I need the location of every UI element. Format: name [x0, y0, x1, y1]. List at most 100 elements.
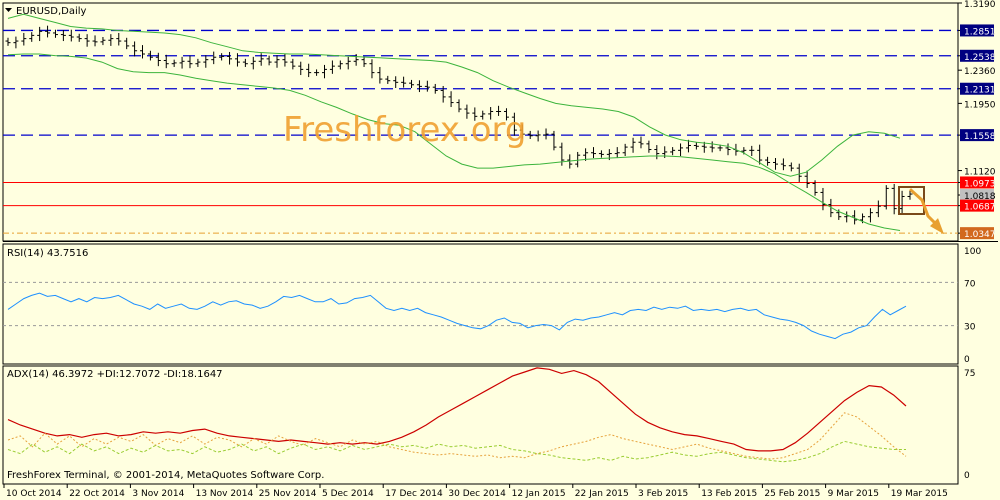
rsi-panel-frame — [2, 243, 959, 365]
price-label-text: 1.0973 — [964, 179, 996, 189]
price-label-box — [960, 227, 994, 240]
price-candle — [899, 190, 905, 214]
price-candle — [329, 60, 335, 74]
price-axis-label: 1.1950 — [964, 100, 996, 110]
price-candle — [401, 76, 407, 88]
plus-di-line — [7, 412, 907, 460]
time-axis-label: 25 Feb 2015 — [764, 489, 820, 499]
price-candle — [480, 110, 486, 120]
price-candle — [804, 170, 810, 188]
price-candle — [274, 55, 280, 68]
price-candle — [709, 141, 715, 153]
chart-menu-icon[interactable] — [5, 8, 12, 12]
price-label-text: 1.0818 — [964, 192, 996, 202]
price-candle — [337, 60, 343, 70]
price-candle — [116, 32, 122, 46]
price-candle — [456, 99, 462, 113]
price-candle — [701, 141, 707, 153]
price-candle — [614, 147, 620, 159]
time-axis-label: 13 Nov 2014 — [196, 489, 254, 499]
price-candle — [179, 56, 185, 69]
price-candle — [29, 32, 35, 42]
rsi-panel: 100 70 30 0 RSI(14) 43.7516 — [2, 243, 981, 365]
price-candle — [440, 85, 446, 103]
price-candle — [45, 25, 51, 38]
adx-title: ADX(14) 46.3972 +DI:12.7072 -DI:18.1647 — [7, 369, 223, 380]
adx-line — [7, 367, 907, 452]
band-upper-line — [7, 13, 901, 177]
price-candle — [361, 56, 367, 67]
price-candle — [345, 56, 351, 70]
price-label-text: 1.0347 — [964, 230, 996, 240]
rsi-axis-label: 30 — [964, 323, 976, 333]
price-candle — [543, 128, 549, 140]
price-candle — [780, 158, 786, 171]
projection-arrow-head — [930, 218, 944, 235]
price-candle — [598, 150, 604, 158]
price-candle — [875, 200, 881, 218]
price-axis-label: 1.2360 — [964, 67, 996, 77]
price-candle — [203, 55, 209, 68]
price-candle — [630, 137, 636, 153]
price-candle — [219, 53, 225, 61]
price-candle — [891, 183, 897, 215]
price-candle — [757, 144, 763, 165]
price-candle — [725, 143, 731, 156]
time-axis-label: 19 Mar 2015 — [891, 489, 948, 499]
time-axis-label: 3 Feb 2015 — [638, 489, 688, 499]
price-candle — [68, 29, 74, 42]
price-candle — [654, 145, 660, 160]
price-label-text: 1.0687 — [964, 203, 996, 213]
price-candle — [448, 91, 454, 108]
price-label-box — [960, 49, 994, 62]
price-candle — [155, 52, 161, 67]
price-candle — [171, 59, 177, 67]
price-candle — [52, 29, 58, 38]
price-candle — [424, 80, 430, 92]
price-candle — [685, 139, 691, 153]
price-label-text: 1.1558 — [964, 132, 996, 142]
price-label-box — [960, 82, 994, 95]
price-candle — [678, 143, 684, 156]
price-candle — [258, 53, 264, 66]
price-candle — [472, 107, 478, 121]
price-candle — [163, 54, 169, 69]
price-candle — [298, 61, 304, 76]
price-candle — [353, 54, 359, 66]
price-candle — [503, 108, 509, 121]
adx-panel-frame — [2, 365, 959, 485]
price-candle — [883, 185, 889, 210]
rsi-axis-label: 100 — [964, 247, 981, 257]
price-panel: 1.3190 1.2851 1.2538 1.2360 1.2131 1.1950 1.15… — [2, 0, 998, 242]
price-candle — [385, 75, 391, 84]
price-candle — [488, 107, 494, 120]
time-axis-label: 10 Oct 2014 — [6, 489, 62, 499]
price-candle — [5, 37, 11, 46]
time-axis-label: 30 Dec 2014 — [448, 489, 506, 499]
price-candle — [591, 147, 597, 159]
price-candle — [37, 26, 43, 42]
price-candle — [124, 37, 130, 50]
price-candle — [100, 37, 106, 46]
price-label-text: 1.2851 — [964, 27, 996, 37]
price-candle — [812, 180, 818, 196]
price-axis-label: 1.3190 — [964, 0, 996, 10]
price-candle — [527, 130, 533, 139]
band-lower-line — [7, 53, 901, 231]
price-candle — [519, 124, 525, 139]
time-axis-label: 12 Jan 2015 — [512, 489, 566, 499]
price-candle — [765, 156, 771, 166]
time-axis-label: 9 Mar 2015 — [828, 489, 879, 499]
rsi-line — [7, 292, 907, 340]
price-candle — [867, 208, 873, 223]
price-label-box — [960, 176, 994, 189]
rsi-axis-label: 70 — [964, 279, 976, 289]
price-label-box — [960, 129, 994, 142]
price-candle — [306, 63, 312, 78]
chart-title: EURUSD,Daily — [16, 6, 87, 17]
price-candle — [551, 130, 557, 151]
price-candle — [76, 33, 82, 42]
price-candle — [187, 55, 193, 69]
price-candle — [195, 58, 201, 67]
rsi-axis-label: 0 — [964, 355, 970, 365]
